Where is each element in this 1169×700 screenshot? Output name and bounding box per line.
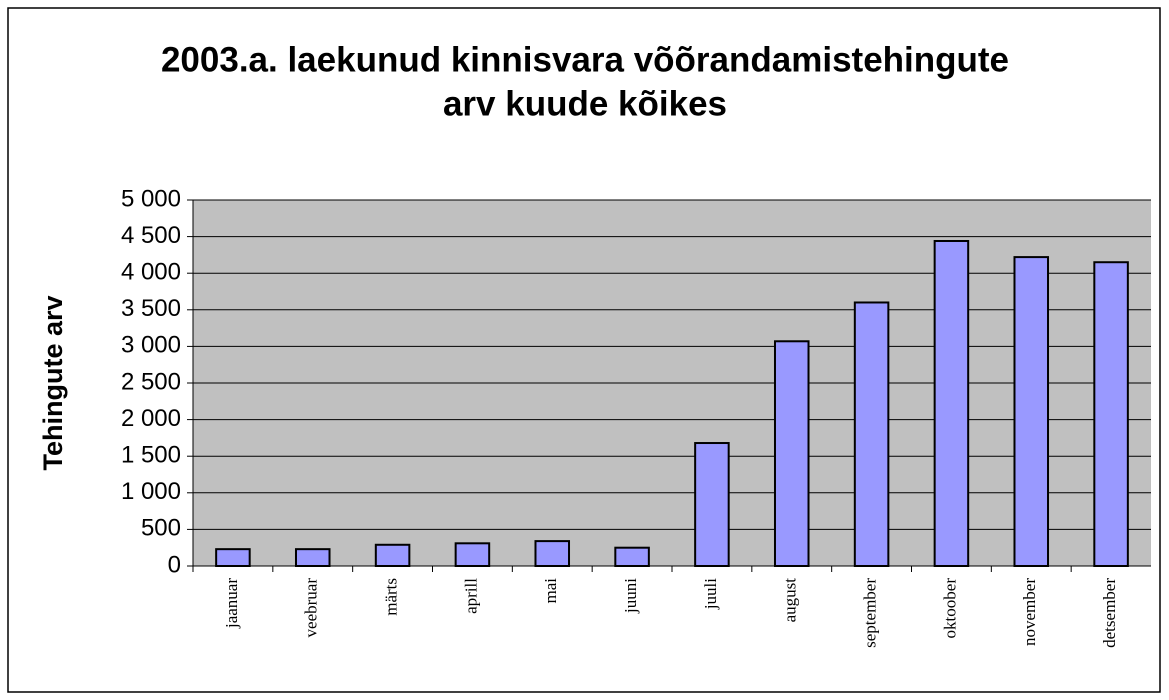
- bar: [454, 542, 491, 567]
- chart-title: 2003.a. laekunud kinnisvara võõrandamist…: [161, 40, 1009, 79]
- bar: [294, 548, 331, 568]
- x-tick-label: november: [1020, 578, 1039, 646]
- y-tick-label: 500: [141, 515, 181, 542]
- y-tick-label: 2 500: [121, 368, 181, 395]
- y-tick-label: 4 000: [121, 259, 181, 286]
- bar: [614, 546, 650, 568]
- bar: [1013, 256, 1050, 567]
- x-tick-label: oktoober: [940, 578, 959, 639]
- bar: [1093, 261, 1129, 567]
- bar: [215, 548, 251, 568]
- y-axis-label: Tehingute arv: [38, 295, 68, 470]
- bar: [534, 540, 571, 567]
- y-tick-label: 5 000: [121, 185, 181, 212]
- x-tick-label: veebruar: [302, 578, 321, 638]
- y-tick-label: 1 500: [121, 442, 181, 469]
- x-tick-label: detsember: [1100, 578, 1119, 648]
- x-tick-label: september: [860, 578, 879, 648]
- bar: [694, 442, 730, 567]
- bar: [374, 543, 411, 567]
- x-tick-label: juuni: [621, 578, 640, 614]
- bar: [773, 340, 810, 567]
- bar: [853, 301, 890, 567]
- x-tick-label: märts: [381, 578, 400, 616]
- x-tick-label: aprill: [461, 578, 480, 614]
- x-tick-label: mai: [541, 578, 560, 604]
- bar: [933, 239, 970, 567]
- y-tick-label: 2 000: [121, 405, 181, 432]
- y-tick-label: 3 500: [121, 295, 181, 322]
- y-tick-label: 3 000: [121, 332, 181, 359]
- x-tick-label: jaanuar: [222, 578, 241, 629]
- y-tick-label: 4 500: [121, 222, 181, 249]
- x-tick-label: august: [781, 578, 800, 623]
- chart-title: arv kuude kõikes: [443, 84, 727, 123]
- x-tick-label: juuli: [701, 578, 720, 610]
- y-tick-label: 0: [168, 551, 181, 578]
- y-tick-label: 1 000: [121, 478, 181, 505]
